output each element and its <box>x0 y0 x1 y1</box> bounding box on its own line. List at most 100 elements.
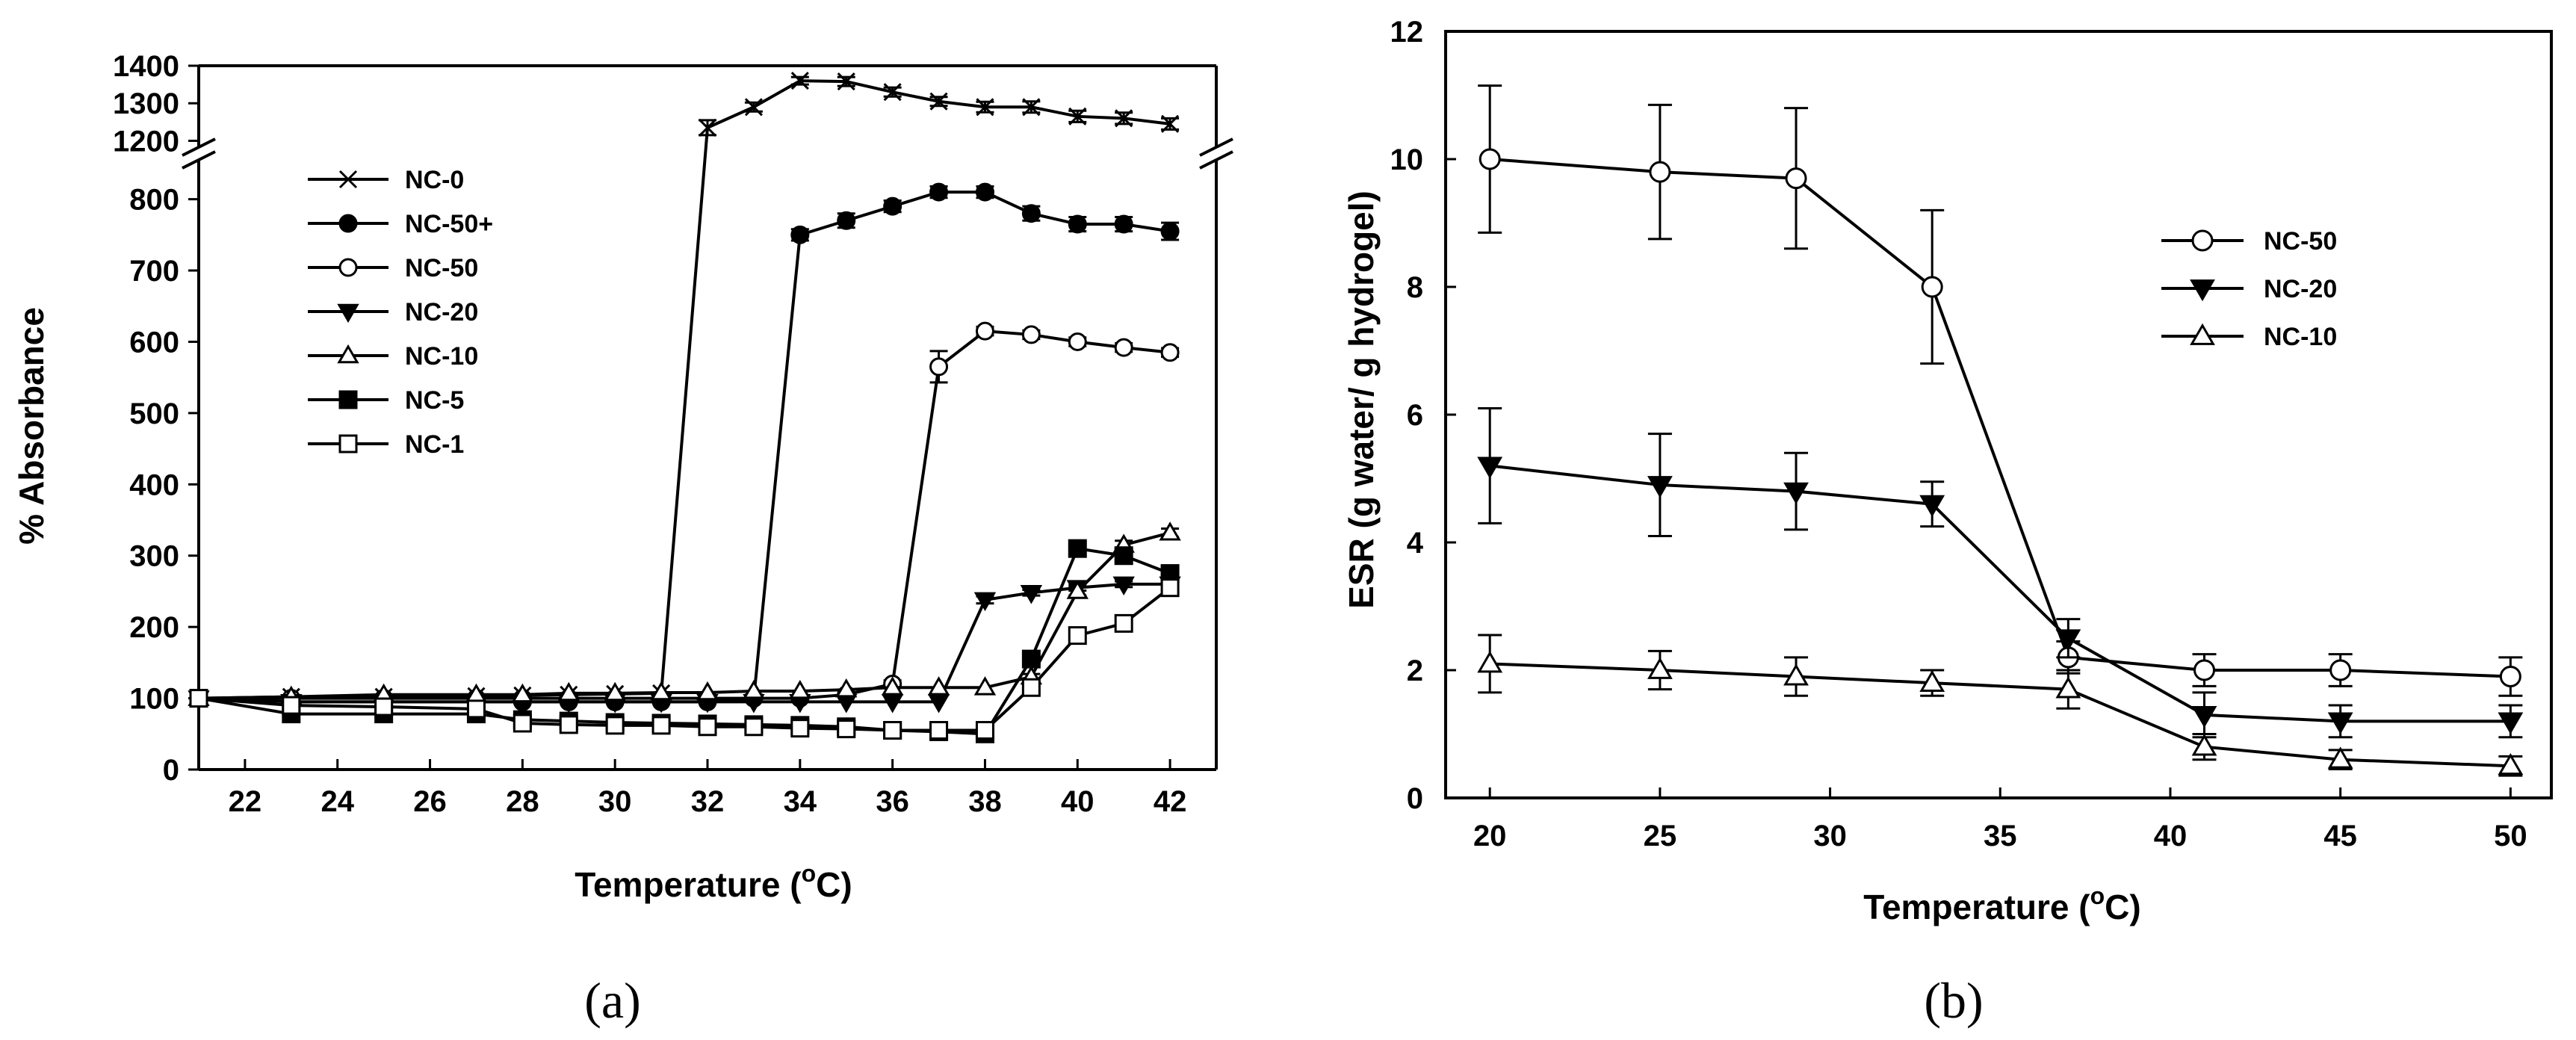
panel-a-point-nc-10 <box>743 679 765 699</box>
panel-a-x-axis-title-end: C) <box>816 865 852 904</box>
panel-a-point-nc-5 <box>1068 539 1087 558</box>
panel-b-point-nc-10 <box>1783 663 1809 686</box>
panel-a-point-nc-1 <box>975 721 994 740</box>
panel-a-point-nc-10 <box>557 681 580 702</box>
panel-b-legend-item-nc-20: NC-20 <box>2161 275 2337 303</box>
panel-a-x-tick-label: 28 <box>506 785 539 818</box>
panel-a-legend-marker <box>338 258 358 277</box>
panel-a-point-nc-50 <box>1114 338 1133 357</box>
panel-b-label: (b) <box>1924 972 1983 1029</box>
panel-a-x-tick-label: 36 <box>876 785 909 818</box>
panel-b-legend-label: NC-50 <box>2264 227 2337 256</box>
panel-a-legend-item-nc-50: NC-50 <box>308 254 478 282</box>
panel-b-y-tick-label: 4 <box>1407 527 1424 560</box>
panel-b-y-axis-title: ESR (g water/ g hydrogel) <box>1342 191 1381 609</box>
panel-b-legend-item-nc-10: NC-10 <box>2161 323 2337 351</box>
panel-a-point-nc-0 <box>698 118 717 137</box>
panel-a-point-nc-50 <box>1160 343 1180 362</box>
panel-b-point-nc-20 <box>1919 495 1945 517</box>
panel-a-y-tick-label: 600 <box>129 326 179 359</box>
panel-b-x-tick-label: 20 <box>1473 820 1507 852</box>
panel-b-x-axis-title-start: Temperature ( <box>1863 888 2090 926</box>
panel-a-legend-marker <box>337 303 359 324</box>
panel-b-legend-marker <box>2190 323 2215 345</box>
panel-b-point-nc-20 <box>1477 456 1503 479</box>
panel-a-point-nc-0 <box>1068 107 1087 126</box>
panel-a-x-tick-label: 26 <box>413 785 447 818</box>
panel-a-legend-label: NC-0 <box>405 166 464 194</box>
panel-b-point-nc-10 <box>1477 651 1503 673</box>
panel-a-series-nc-1 <box>189 578 1180 740</box>
panel-a-point-nc-50 <box>1068 214 1087 234</box>
panel-a-point-nc-1 <box>1160 578 1180 598</box>
panel-a-legend-marker <box>338 434 358 454</box>
panel-a-legend-item-nc-20: NC-20 <box>308 298 478 326</box>
panel-a-point-nc-10 <box>927 676 950 696</box>
panel-b-legend-label: NC-20 <box>2264 275 2337 303</box>
panel-b-y-ticks: 0 2 4 6 8 10 12 <box>1390 16 1456 815</box>
panel-b-point-nc-20 <box>2327 712 2353 734</box>
panel-b-legend-label: NC-10 <box>2264 323 2337 351</box>
panel-a-point-nc-0 <box>1161 114 1180 133</box>
panel-b-legend-marker <box>2190 279 2215 302</box>
panel-a-point-nc-20 <box>1020 585 1043 604</box>
panel-a-point-nc-1 <box>559 715 578 734</box>
panel-a-y-tick-label: 500 <box>129 397 179 430</box>
panel-a-point-nc-50 <box>975 182 994 202</box>
panel-a-y-tick-label-upper: 1200 <box>113 125 179 158</box>
panel-a-y-tick-label: 700 <box>129 255 179 288</box>
panel-b-point-nc-50 <box>1479 148 1501 170</box>
panel-a-legend-marker <box>337 344 359 364</box>
panel-b-point-nc-10 <box>1919 669 1945 692</box>
panel-a-x-tick-label: 32 <box>691 785 725 818</box>
panel-b-point-nc-10 <box>1647 657 1673 679</box>
panel-a-x-ticks: 22 24 26 28 30 32 34 36 38 40 42 <box>229 759 1186 818</box>
panel-b-y-tick-label: 12 <box>1390 16 1424 49</box>
panel-b-series-nc-10 <box>1477 634 2524 777</box>
panel-a-point-nc-50 <box>929 357 949 377</box>
panel-b-point-nc-50 <box>2499 666 2521 688</box>
panel-b-x-tick-label: 50 <box>2494 820 2527 852</box>
panel-b-point-nc-20 <box>2498 712 2524 734</box>
panel-a-point-nc-0 <box>883 83 902 102</box>
panel-a-legend: NC-0 NC-50+ NC-50 NC-20 NC-10 NC-5 NC-1 <box>308 166 493 459</box>
panel-a-point-nc-1 <box>1068 626 1087 646</box>
panel-a-x-tick-label: 40 <box>1061 785 1095 818</box>
panel-a-y-ticks: 0 100 200 300 400 500 600 700 800 1200 1300 1400 <box>113 50 199 787</box>
panel-b-y-tick-label: 6 <box>1407 399 1423 432</box>
panel-a-point-nc-0 <box>744 98 763 117</box>
panel-a-x-axis-title-superscript: o <box>802 860 817 887</box>
panel-b-point-nc-20 <box>1783 482 1809 504</box>
panel-a-legend-label: NC-10 <box>405 342 478 371</box>
panel-b-x-tick-label: 30 <box>1813 820 1847 852</box>
panel-a-legend-marker <box>338 390 358 409</box>
panel-a-point-nc-10 <box>696 681 719 701</box>
panel-a-point-nc-1 <box>883 721 902 740</box>
panel-b-legend-marker <box>2191 229 2214 252</box>
panel-a-x-tick-label: 24 <box>321 785 354 818</box>
panel-b-point-nc-10 <box>2498 752 2524 776</box>
panel-a-point-nc-10 <box>650 681 672 701</box>
panel-a-point-nc-5 <box>1021 649 1041 669</box>
panel-a-legend-label: NC-1 <box>405 430 464 459</box>
panel-a-point-nc-50 <box>975 321 994 341</box>
panel-a-point-nc-50 <box>883 196 902 216</box>
panel-b-point-nc-50 <box>1785 167 1807 190</box>
panel-a-point-nc-0 <box>1115 109 1133 128</box>
panel-b-y-tick-label: 8 <box>1407 271 1423 304</box>
panel-a-x-tick-label: 22 <box>229 785 262 818</box>
panel-b-point-nc-50 <box>1649 161 1671 183</box>
panel-a-point-nc-50 <box>1114 214 1133 234</box>
panel-b-point-nc-20 <box>2191 705 2217 728</box>
panel-a-series <box>188 72 1181 743</box>
panel-a-point-nc-1 <box>1114 613 1133 633</box>
panel-a-point-nc-1 <box>513 714 532 733</box>
panel-a-point-nc-10 <box>881 676 904 696</box>
panel-a-x-tick-label: 30 <box>598 785 632 818</box>
panel-a-point-nc-50 <box>790 225 810 244</box>
panel-b-x-ticks: 20 25 30 35 40 45 50 <box>1473 787 2527 852</box>
panel-a-label: (a) <box>584 972 640 1029</box>
panel-a-point-nc-50 <box>1021 325 1041 344</box>
panel-b-series-line-nc-50 <box>1490 158 2511 678</box>
